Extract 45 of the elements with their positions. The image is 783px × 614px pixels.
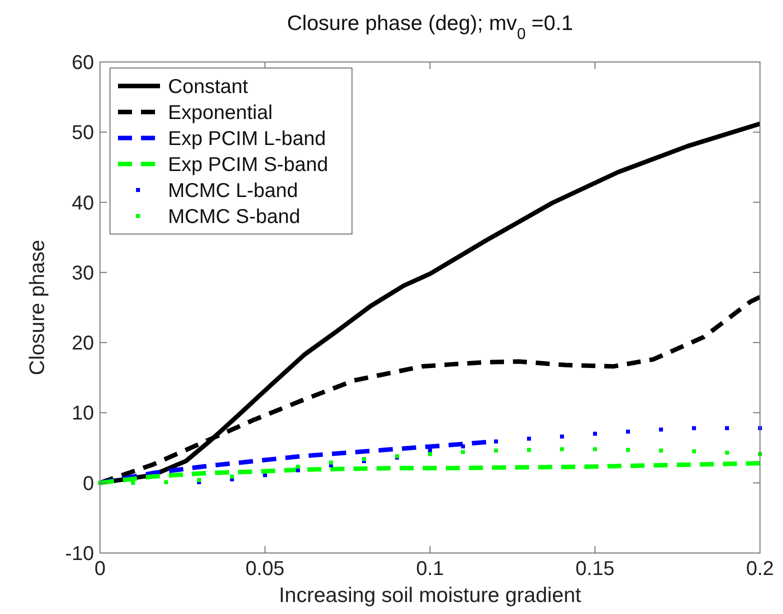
point (230, 474, 234, 479)
y-tick-label: 40 (72, 192, 94, 214)
point (593, 432, 597, 436)
point (527, 448, 531, 452)
y-tick-label: 20 (72, 332, 94, 355)
point (329, 460, 333, 465)
x-tick-label: 0.15 (576, 558, 614, 580)
point (131, 480, 135, 485)
point (494, 448, 498, 453)
legend-label: Constant (168, 76, 248, 98)
point (692, 426, 696, 430)
y-axis-title: Closure phase (26, 240, 49, 376)
y-tick-label: 50 (72, 122, 94, 144)
point (164, 480, 168, 484)
y-tick-label: 60 (72, 52, 94, 74)
point (560, 434, 564, 439)
point (692, 449, 696, 454)
point (593, 447, 597, 452)
y-tick-label: 0 (82, 472, 94, 495)
point (494, 439, 498, 444)
point (659, 448, 663, 453)
y-tick-label: 10 (72, 402, 94, 425)
y-tick-label: -10 (65, 543, 94, 565)
point (725, 426, 729, 430)
point (461, 444, 465, 448)
x-tick-label: 0.1 (416, 558, 444, 580)
legend-label: MCMC L-band (168, 180, 298, 202)
point (626, 430, 630, 434)
x-axis-title: Increasing soil moisture gradient (278, 584, 582, 607)
point (296, 464, 300, 469)
legend-label: Exp PCIM L-band (168, 128, 326, 150)
point (659, 428, 663, 432)
y-tick-label: 30 (72, 262, 94, 284)
point (725, 450, 729, 455)
chart-title: Closure phase (deg); mv$_{0}$ =0.1 (287, 12, 573, 42)
point (560, 447, 564, 452)
point (527, 436, 531, 441)
legend-label: Exp PCIM S-band (168, 154, 328, 176)
x-tick-label: 0.2 (746, 558, 774, 580)
x-tick-label: 0.05 (246, 558, 284, 580)
point (428, 452, 432, 456)
point (626, 448, 630, 452)
legend-label: MCMC S-band (168, 206, 300, 228)
legend-label: Exponential (168, 102, 273, 124)
point (461, 450, 465, 454)
